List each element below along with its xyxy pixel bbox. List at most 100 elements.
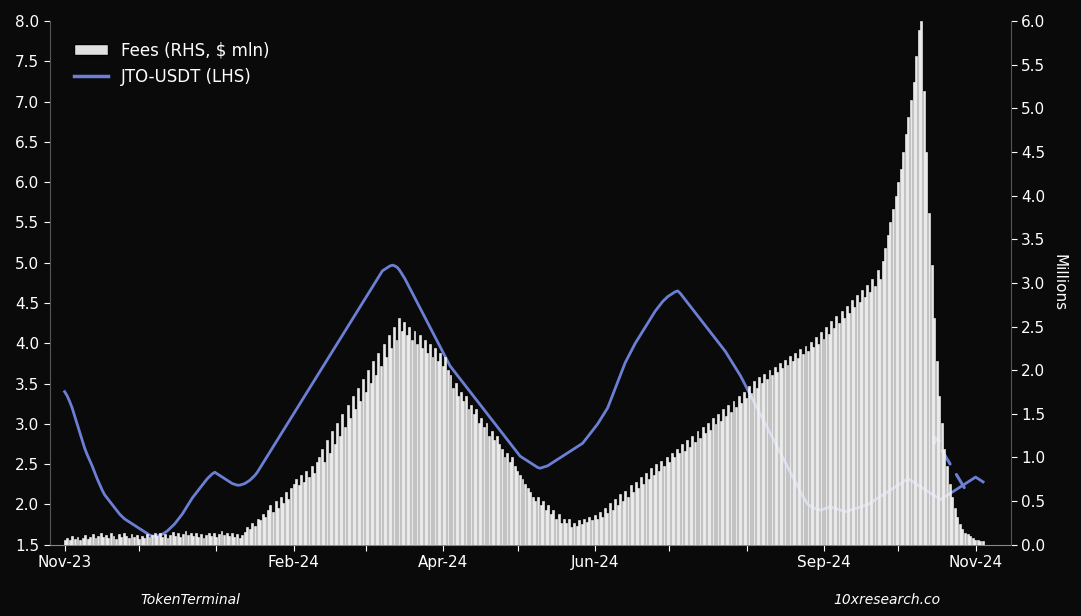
Bar (262, 514, 264, 545)
Bar (929, 213, 930, 545)
Bar (277, 508, 279, 545)
Bar (493, 440, 495, 545)
Bar (895, 196, 896, 545)
Bar (694, 442, 696, 545)
Bar (879, 278, 881, 545)
Bar (133, 537, 135, 545)
Bar (627, 496, 629, 545)
Bar (832, 328, 835, 545)
Bar (411, 339, 413, 545)
Bar (86, 538, 89, 545)
Bar (280, 496, 282, 545)
Bar (925, 152, 927, 545)
Bar (949, 484, 950, 545)
Bar (310, 466, 312, 545)
Bar (573, 523, 575, 545)
Bar (722, 410, 724, 545)
Bar (288, 500, 290, 545)
Bar (223, 535, 225, 545)
Bar (645, 473, 648, 545)
Bar (347, 405, 348, 545)
Bar (362, 379, 364, 545)
Bar (318, 458, 320, 545)
Bar (71, 536, 74, 545)
Bar (683, 450, 685, 545)
Bar (151, 535, 154, 545)
Bar (426, 353, 428, 545)
Bar (385, 357, 387, 545)
Bar (141, 536, 143, 545)
Bar (509, 462, 510, 545)
Bar (617, 506, 618, 545)
Bar (614, 500, 616, 545)
Bar (530, 492, 531, 545)
Bar (174, 536, 176, 545)
Bar (951, 496, 953, 545)
Bar (830, 322, 832, 545)
Bar (519, 475, 521, 545)
Bar (236, 534, 238, 545)
Bar (903, 152, 904, 545)
Bar (571, 527, 572, 545)
Bar (964, 533, 966, 545)
Bar (349, 418, 351, 545)
Bar (612, 510, 614, 545)
Bar (580, 524, 583, 545)
Bar (869, 291, 871, 545)
Bar (972, 538, 974, 545)
Bar (107, 538, 109, 545)
Bar (99, 533, 102, 545)
Bar (812, 347, 814, 545)
Bar (157, 536, 158, 545)
Bar (323, 462, 325, 545)
Bar (154, 533, 156, 545)
Bar (648, 479, 650, 545)
Bar (910, 100, 912, 545)
Bar (871, 280, 873, 545)
Bar (74, 538, 76, 545)
Bar (383, 344, 385, 545)
Bar (769, 370, 771, 545)
Bar (877, 270, 879, 545)
Bar (267, 510, 269, 545)
Bar (90, 537, 91, 545)
Bar (351, 396, 353, 545)
Bar (884, 248, 886, 545)
Bar (753, 381, 755, 545)
Bar (778, 363, 780, 545)
Bar (838, 323, 840, 545)
Bar (931, 265, 933, 545)
Bar (331, 431, 333, 545)
Bar (112, 536, 115, 545)
Bar (136, 535, 137, 545)
Bar (496, 436, 497, 545)
Bar (92, 534, 94, 545)
Bar (776, 372, 778, 545)
Bar (882, 261, 883, 545)
Bar (375, 375, 377, 545)
Bar (195, 533, 197, 545)
Bar (131, 534, 133, 545)
Bar (601, 517, 603, 545)
Bar (756, 387, 758, 545)
Bar (704, 433, 706, 545)
Bar (640, 477, 642, 545)
Bar (221, 531, 223, 545)
Bar (290, 488, 292, 545)
Bar (841, 311, 842, 545)
Bar (491, 431, 493, 545)
Bar (370, 383, 372, 545)
Bar (66, 538, 68, 545)
Bar (246, 527, 249, 545)
Bar (179, 537, 182, 545)
Bar (724, 416, 726, 545)
Bar (241, 535, 243, 545)
Bar (936, 362, 937, 545)
Bar (702, 427, 704, 545)
Bar (604, 508, 605, 545)
Bar (666, 458, 668, 545)
Bar (875, 286, 876, 545)
Bar (437, 362, 439, 545)
Bar (907, 117, 909, 545)
Bar (940, 423, 943, 545)
